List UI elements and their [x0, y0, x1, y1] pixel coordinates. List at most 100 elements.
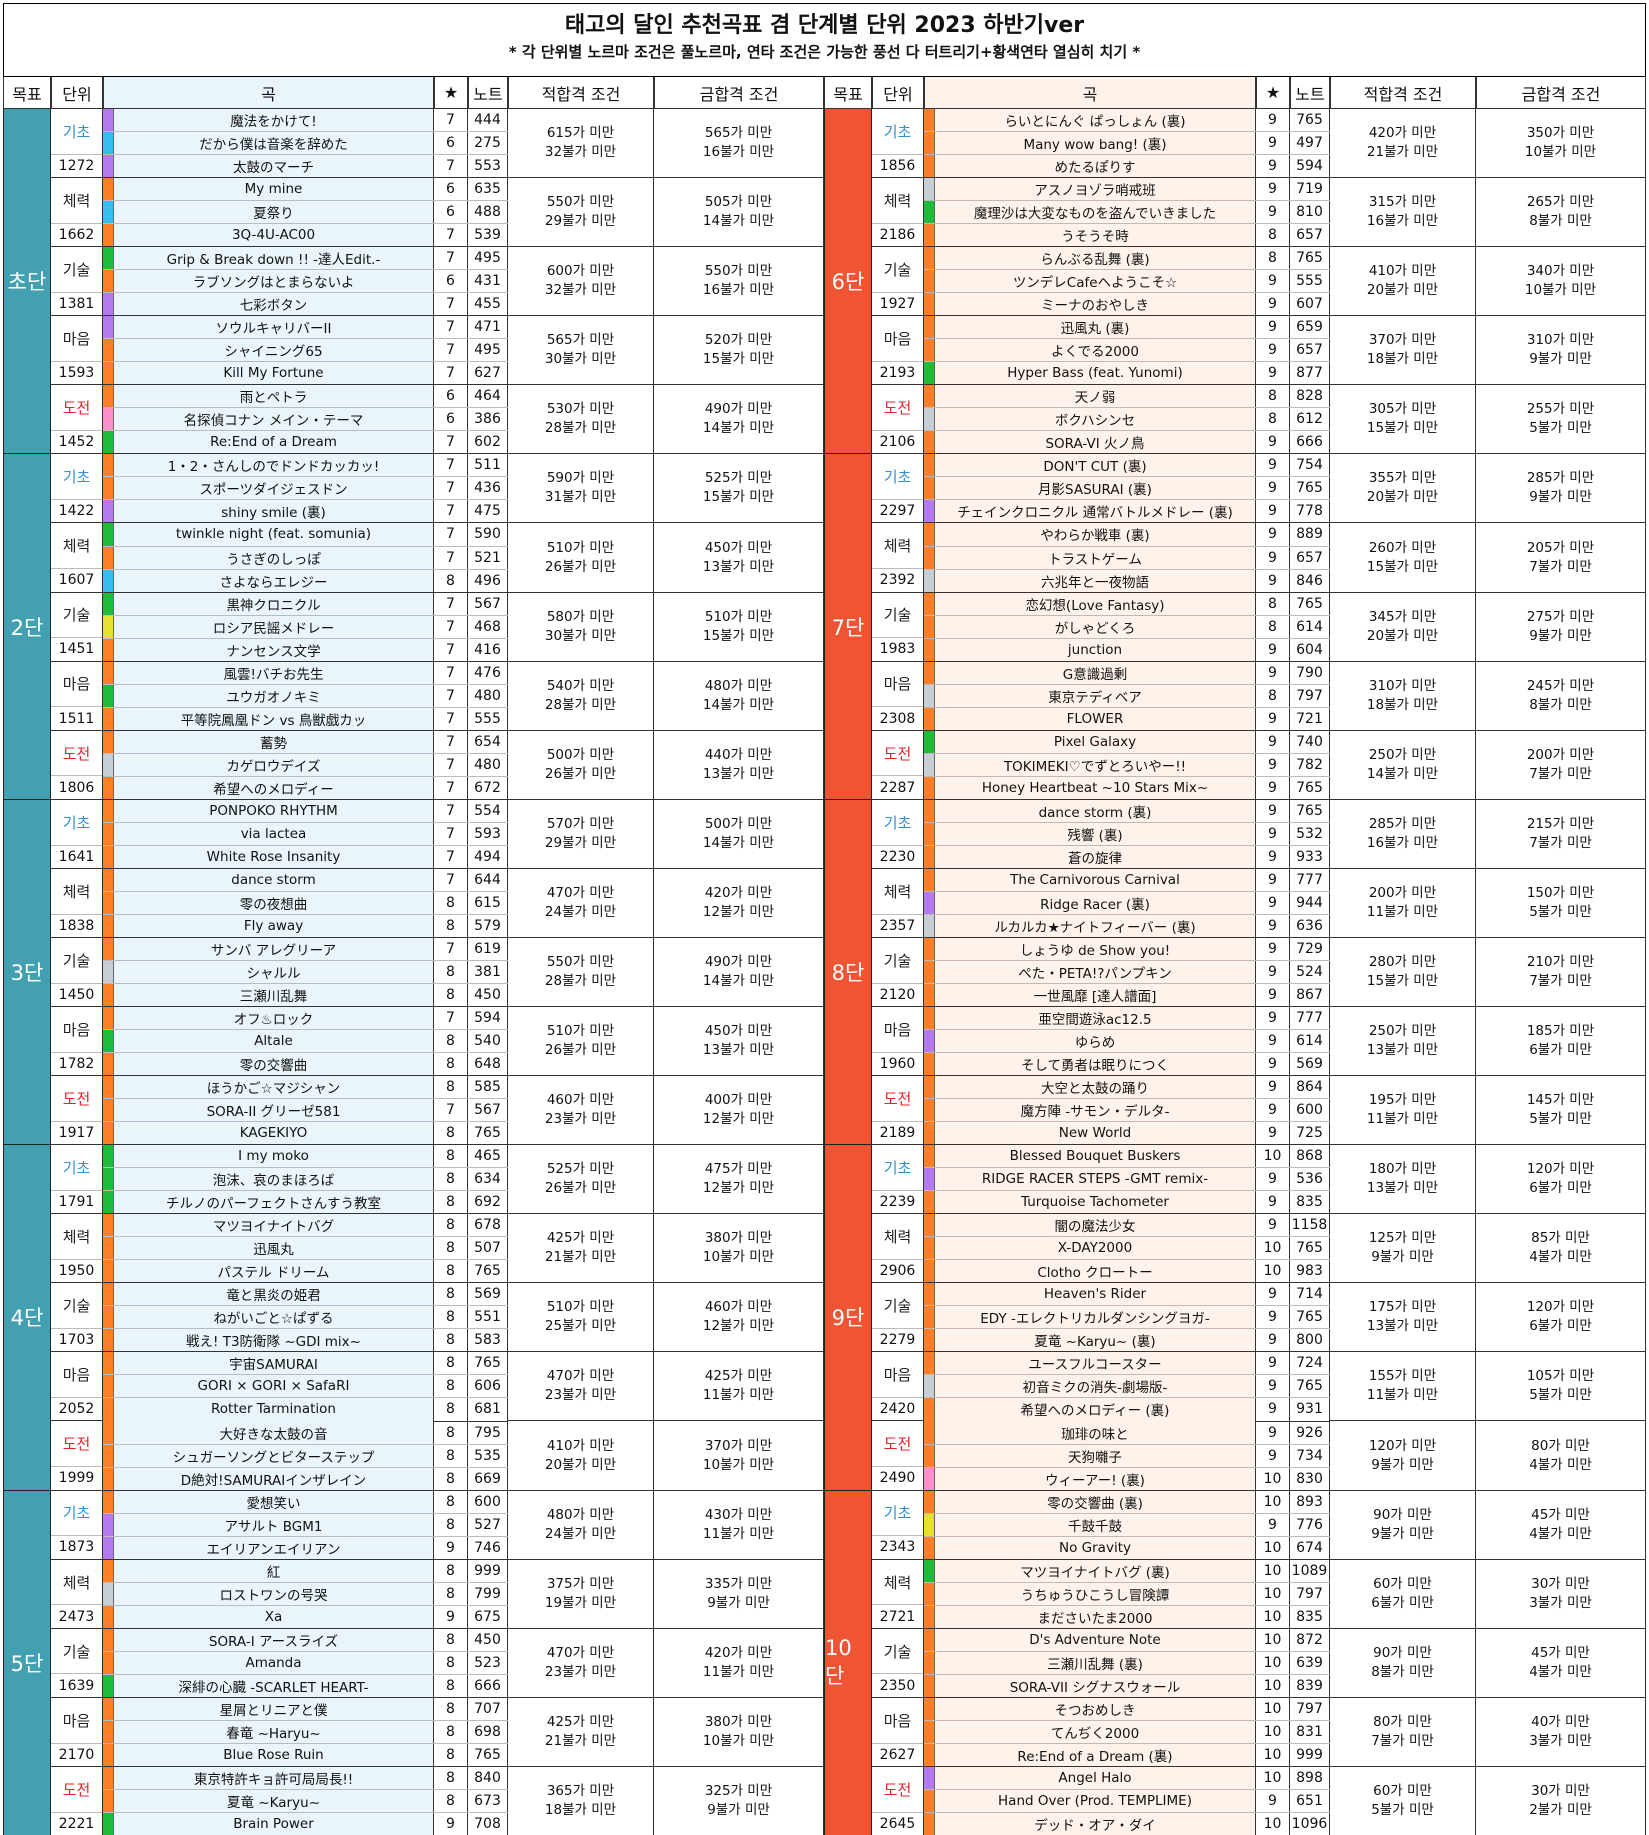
song-notes: 872 [1290, 1628, 1330, 1651]
unit-group: 기초 2297 DON'T CUT (裏) 9 754 月影SASURAI (裏) 9 765… [872, 454, 1646, 524]
song-notes: 524 [1290, 960, 1330, 983]
song-row: らんぶる乱舞 (裏) 8 765 [924, 247, 1330, 271]
song-stars: 6 [434, 201, 468, 224]
song-title: ほうかご☆マジシャン [113, 1076, 434, 1099]
pass-condition: 410가 미만 20불가 미만 [1330, 247, 1476, 317]
song-row: ねがいごと☆ぱずる 8 551 [103, 1306, 508, 1330]
gold-condition: 205가 미만 7불가 미만 [1476, 523, 1646, 593]
gold-condition: 150가 미만 5불가 미만 [1476, 868, 1646, 938]
unit-cell: 마음 1960 [872, 1007, 924, 1077]
tier-label: 초단 [3, 109, 51, 455]
song-title: Kill My Fortune [113, 362, 434, 385]
song-row: G意識過剰 9 790 [924, 661, 1330, 685]
pass-miss-limit: 29불가 미만 [544, 213, 617, 230]
song-list: 1・2・さんしのでドンドカッカッ! 7 511 スポーツダイジェスドン 7 436 shin… [103, 454, 508, 524]
song-notes: 933 [1290, 845, 1330, 868]
gold-good-limit: 450가 미만 [704, 539, 773, 556]
gold-condition: 480가 미만 14불가 미만 [654, 661, 824, 731]
unit-total-notes: 1927 [872, 291, 923, 315]
gold-miss-limit: 9불가 미만 [1529, 351, 1592, 368]
song-stars: 6 [434, 270, 468, 293]
pass-condition: 460가 미만 23불가 미만 [508, 1076, 654, 1146]
unit-group: 마음 2308 G意識過剰 9 790 東京テディベア 8 797 FLOWER 9 721 310가… [872, 661, 1646, 731]
tier-label: 5단 [3, 1490, 51, 1835]
tier-label: 2단 [3, 454, 51, 800]
pass-condition: 345가 미만 20불가 미만 [1330, 592, 1476, 662]
song-row: 大好きな太鼓の音 8 795 [103, 1421, 508, 1445]
song-title: GORI × GORI × SafaRI [113, 1375, 434, 1398]
genre-swatch [103, 822, 113, 845]
unit-group: 도전 1999 大好きな太鼓の音 8 795 シュガーソングとビターステップ 8 535 D絶対… [51, 1421, 824, 1491]
gold-good-limit: 420가 미만 [704, 1644, 773, 1661]
pass-condition: 375가 미만 19불가 미만 [508, 1559, 654, 1629]
song-row: Blue Rose Ruin 8 765 [103, 1743, 508, 1767]
song-stars: 10 [1256, 1651, 1290, 1674]
song-notes: 754 [1290, 454, 1330, 477]
unit-total-notes: 1917 [51, 1120, 102, 1144]
song-stars: 8 [434, 1513, 468, 1536]
song-row: The Carnivorous Carnival 9 777 [924, 868, 1330, 892]
gold-condition: 370가 미만 10불가 미만 [654, 1421, 824, 1491]
song-stars: 7 [434, 822, 468, 845]
pass-condition: 305가 미만 15불가 미만 [1330, 385, 1476, 455]
pass-good-limit: 125가 미만 [1368, 1230, 1437, 1247]
song-stars: 7 [434, 868, 468, 891]
song-stars: 10 [1256, 1490, 1290, 1513]
song-title: ルカルカ★ナイトフィーバー (裏) [934, 914, 1256, 937]
song-row: そつおめしき 10 797 [924, 1697, 1330, 1721]
song-title: Turquoise Tachometer [934, 1191, 1256, 1214]
unit-cell: 기술 1983 [872, 592, 924, 662]
song-stars: 9 [1256, 339, 1290, 362]
pass-condition: 570가 미만 29불가 미만 [508, 799, 654, 869]
genre-swatch [924, 661, 934, 684]
pass-miss-limit: 20불가 미만 [1366, 627, 1439, 644]
pass-good-limit: 510가 미만 [546, 539, 615, 556]
genre-swatch [103, 569, 113, 592]
unit-cell: 기초 1856 [872, 109, 924, 179]
unit-group: 마음 2420 ユースフルコースター 9 724 初音ミクの消失-劇場版- 9 765 希望への… [872, 1352, 1646, 1422]
tier-block: 8단 기초 2230 dance storm (裏) 9 765 残響 (裏) 9 532 蒼の旋… [824, 799, 1646, 1146]
song-stars: 10 [1256, 1237, 1290, 1260]
pass-miss-limit: 18불가 미만 [544, 1801, 617, 1818]
genre-swatch [103, 1651, 113, 1674]
tier-block: 2단 기초 1422 1・2・さんしのでドンドカッカッ! 7 511 スポーツダイジェスドン… [3, 454, 824, 800]
song-row: via lactea 7 593 [103, 822, 508, 846]
song-list: The Carnivorous Carnival 9 777 Ridge Racer … [924, 868, 1330, 938]
song-row: そして勇者は眠りにつく 9 569 [924, 1053, 1330, 1077]
song-stars: 9 [1256, 1375, 1290, 1398]
song-title: D's Adventure Note [934, 1628, 1256, 1651]
song-row: うそうそ時 8 657 [924, 224, 1330, 248]
song-title: 零の交響曲 (裏) [934, 1490, 1256, 1513]
pass-miss-limit: 25불가 미만 [544, 1318, 617, 1335]
pass-miss-limit: 6불가 미만 [1371, 1594, 1434, 1611]
song-row: New World 9 725 [924, 1122, 1330, 1146]
song-title: チルノのパーフェクトさんすう教室 [113, 1191, 434, 1214]
pass-condition: 600가 미만 32불가 미만 [508, 247, 654, 317]
genre-swatch [103, 1536, 113, 1559]
gold-good-limit: 490가 미만 [704, 401, 773, 418]
song-title: 天狗囃子 [934, 1444, 1256, 1467]
unit-group: 체력 1950 マツヨイナイトバグ 8 678 迅風丸 8 507 パステル ドリーム 8 765 4… [51, 1214, 824, 1284]
song-title: D絶対!SAMURAIインザレイン [113, 1467, 434, 1490]
song-stars: 7 [434, 247, 468, 270]
unit-group: 마음 1960 亜空間遊泳ac12.5 9 777 ゆらめ 9 614 そして勇者は眠りにつく 9… [872, 1007, 1646, 1077]
pass-condition: 200가 미만 11불가 미만 [1330, 868, 1476, 938]
unit-total-notes: 2490 [872, 1466, 923, 1489]
song-notes: 926 [1290, 1421, 1330, 1444]
gold-good-limit: 30가 미만 [1531, 1782, 1590, 1799]
song-stars: 9 [1256, 914, 1290, 937]
song-title: カゲロウデイズ [113, 753, 434, 776]
genre-swatch [103, 891, 113, 914]
song-row: PONPOKO RHYTHM 7 554 [103, 799, 508, 823]
unit-cell: 기술 1450 [51, 937, 103, 1008]
unit-cell: 마음 1782 [51, 1007, 103, 1077]
genre-swatch [103, 1306, 113, 1329]
pass-miss-limit: 11불가 미만 [1366, 903, 1439, 920]
song-notes: 797 [1290, 684, 1330, 707]
genre-swatch [924, 638, 934, 661]
song-stars: 8 [434, 569, 468, 592]
song-title: 戦え! T3防衛隊 ~GDI mix~ [113, 1329, 434, 1352]
pass-good-limit: 345가 미만 [1368, 608, 1437, 625]
song-list: らいとにんぐ ぱっしょん (裏) 9 765 Many wow bang! (裏) 9 4… [924, 109, 1330, 179]
song-row: 魔理沙は大変なものを盗んでいきました 9 810 [924, 201, 1330, 225]
